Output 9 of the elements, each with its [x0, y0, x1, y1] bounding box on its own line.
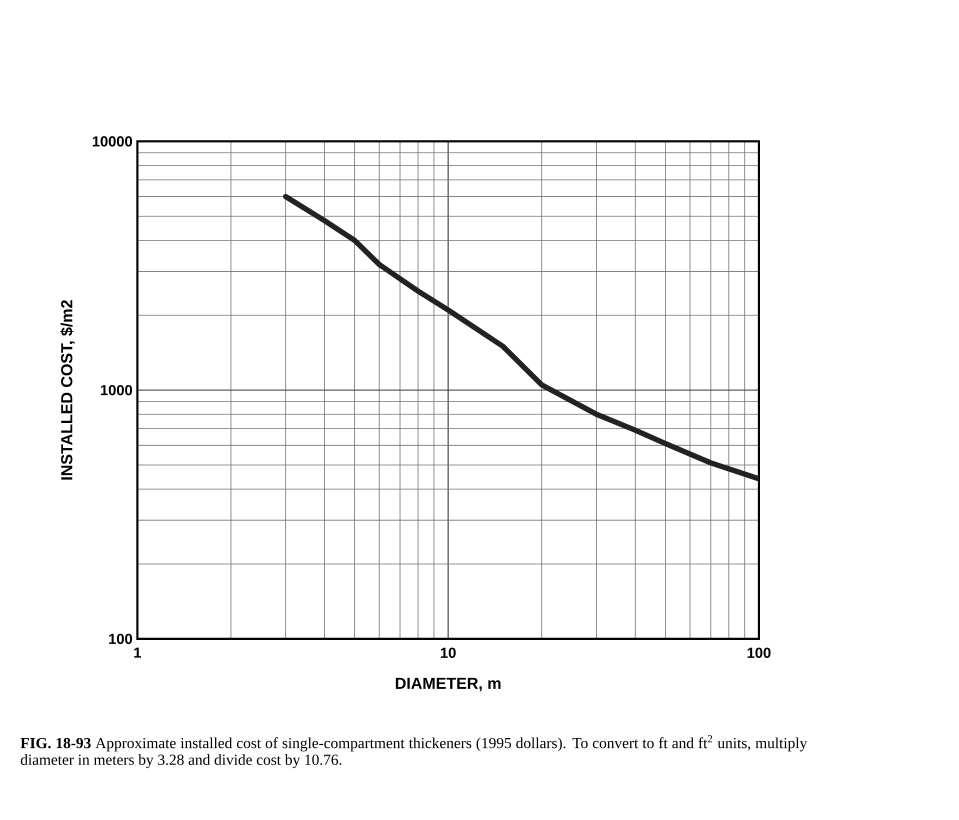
- x-tick-label: 1: [134, 647, 142, 658]
- x-tick-label: 100: [748, 647, 771, 658]
- text: FIG. 18-93 Approximate installed cost of single-compartment thickeners (1995 dollars). To convert to ft and ft$^{2}$ units, multiply diameter in meters by 3.28 and divide cost by 10.76.: [20, 735, 808, 768]
- y-tick-label: 100: [109, 634, 132, 644]
- y-tick-label: 1000: [100, 384, 132, 396]
- y-tick-label: 10000: [92, 136, 132, 146]
- y-axis-title: INSTALLED COST, $/m2: [60, 300, 75, 480]
- x-tick-label: 10: [440, 647, 456, 658]
- x-axis-title: DIAMETER, m: [396, 678, 501, 692]
